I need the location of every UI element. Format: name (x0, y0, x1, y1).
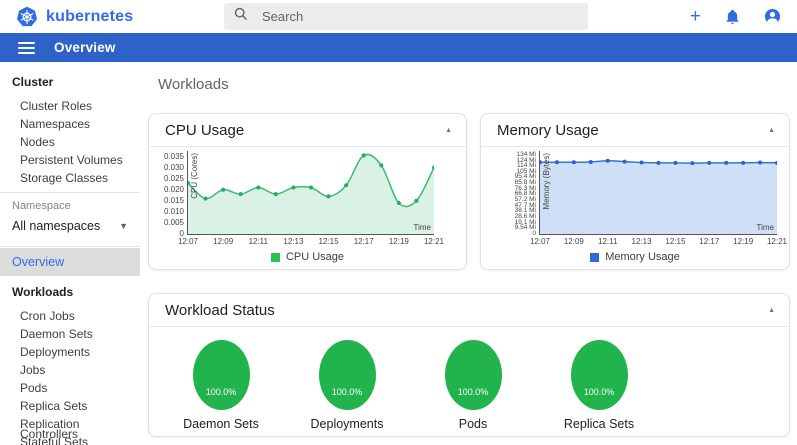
pods-status: 100.0% Pods (410, 340, 536, 431)
sidebar-item-nodes[interactable]: Nodes (20, 135, 55, 149)
header-actions: + (690, 0, 781, 33)
pie-label: Replica Sets (563, 417, 635, 431)
collapse-caret-icon[interactable]: ▲ (445, 127, 452, 134)
create-resource-icon[interactable]: + (689, 6, 701, 27)
sidebar-divider (0, 192, 140, 193)
cpu-y-axis-label: CPU (Cores) (190, 153, 199, 199)
memory-legend-label: Memory Usage (605, 251, 680, 263)
memory-usage-card: Memory Usage ▲ Memory (Bytes) Time 0 9.54… (480, 113, 790, 270)
cpu-legend-swatch (270, 252, 280, 262)
page-title: Workloads (158, 76, 229, 93)
search-box[interactable] (224, 3, 588, 30)
sidebar-item-cron-jobs[interactable]: Cron Jobs (20, 309, 75, 323)
chevron-down-icon: ▼ (119, 221, 128, 231)
replica-sets-status: 100.0% Replica Sets (536, 340, 662, 431)
sidebar-section-workloads[interactable]: Workloads (12, 285, 74, 299)
sidebar-item-stateful-sets[interactable]: Stateful Sets (20, 435, 89, 445)
workload-status-card: Workload Status ▲ 100.0% Daemon Sets 100… (148, 293, 790, 437)
pods-pie-chart: 100.0% (444, 340, 502, 410)
sidebar-item-deployments[interactable]: Deployments (20, 345, 91, 359)
sidebar-item-cluster-roles[interactable]: Cluster Roles (20, 99, 93, 113)
main-content: Workloads CPU Usage ▲ CPU (Cores) Time 0… (140, 62, 797, 445)
sidebar-item-daemon-sets[interactable]: Daemon Sets (20, 327, 93, 341)
memory-card-title: Memory Usage (497, 122, 599, 139)
namespace-select-value: All namespaces (12, 219, 101, 233)
cpu-card-title: CPU Usage (165, 122, 245, 139)
sidebar-item-storage-classes[interactable]: Storage Classes (20, 171, 109, 185)
daemon-sets-pie-chart: 100.0% (192, 340, 250, 410)
sidebar-item-replication-controllers[interactable]: Replication Controllers (20, 417, 80, 441)
collapse-caret-icon[interactable]: ▲ (768, 127, 775, 134)
deployments-pie-chart: 100.0% (318, 340, 376, 410)
namespace-select[interactable]: All namespaces ▼ (0, 214, 140, 241)
memory-x-axis-label: Time (756, 223, 774, 232)
pie-percentage: 100.0% (457, 387, 489, 397)
replica-sets-pie-chart: 100.0% (570, 340, 628, 410)
memory-y-axis-label: Memory (Bytes) (542, 153, 551, 210)
app-bar: Overview (0, 33, 797, 62)
pie-percentage: 100.0% (583, 387, 615, 397)
notifications-bell-icon[interactable] (725, 9, 740, 25)
daemon-sets-status: 100.0% Daemon Sets (158, 340, 284, 431)
cpu-chart-plot: CPU (Cores) Time 0 0.005 0.010 0.015 0.020 0.… (163, 151, 445, 246)
memory-area-chart (540, 158, 777, 234)
workload-status-title: Workload Status (165, 302, 275, 319)
cpu-legend-label: CPU Usage (285, 251, 345, 263)
top-header: kubernetes + (0, 0, 797, 33)
cpu-usage-card: CPU Usage ▲ CPU (Cores) Time 0 0.005 0.010… (148, 113, 467, 270)
memory-legend: Memory Usage (481, 251, 789, 263)
pie-percentage: 100.0% (205, 387, 237, 397)
pie-label: Pods (458, 417, 488, 431)
brand-name: kubernetes (46, 7, 134, 25)
pie-label: Deployments (310, 417, 384, 431)
sidebar-item-replica-sets[interactable]: Replica Sets (20, 399, 88, 413)
pie-percentage: 100.0% (331, 387, 363, 397)
sidebar-item-namespaces[interactable]: Namespaces (20, 117, 91, 131)
menu-hamburger-icon[interactable] (18, 41, 35, 54)
memory-legend-swatch (590, 252, 600, 262)
search-icon (234, 7, 248, 26)
cpu-legend: CPU Usage (149, 251, 466, 263)
sidebar-section-cluster[interactable]: Cluster (12, 75, 54, 89)
kubernetes-brand[interactable]: kubernetes (16, 6, 133, 28)
app-bar-title: Overview (54, 40, 116, 55)
pie-label: Daemon Sets (183, 417, 259, 431)
sidebar: Cluster Cluster Roles Namespaces Nodes P… (0, 62, 140, 445)
workload-status-pies: 100.0% Daemon Sets 100.0% Deployments 10… (149, 327, 789, 431)
sidebar-item-jobs[interactable]: Jobs (20, 363, 46, 377)
cpu-x-axis-label: Time (413, 223, 431, 232)
sidebar-item-persistent-volumes[interactable]: Persistent Volumes (20, 153, 123, 167)
deployments-status: 100.0% Deployments (284, 340, 410, 431)
sidebar-item-pods[interactable]: Pods (20, 381, 48, 395)
kubernetes-logo-icon (16, 6, 38, 28)
sidebar-divider (0, 246, 140, 247)
search-input[interactable] (262, 9, 578, 24)
namespace-caption: Namespace (12, 200, 71, 212)
memory-chart-plot: Memory (Bytes) Time 0 9.54 Mi 19.1 Mi 28.6 … (514, 150, 788, 246)
account-circle-icon[interactable] (764, 8, 781, 25)
collapse-caret-icon[interactable]: ▲ (768, 307, 775, 314)
sidebar-item-overview[interactable]: Overview (0, 248, 140, 276)
cpu-area-chart (188, 153, 434, 234)
